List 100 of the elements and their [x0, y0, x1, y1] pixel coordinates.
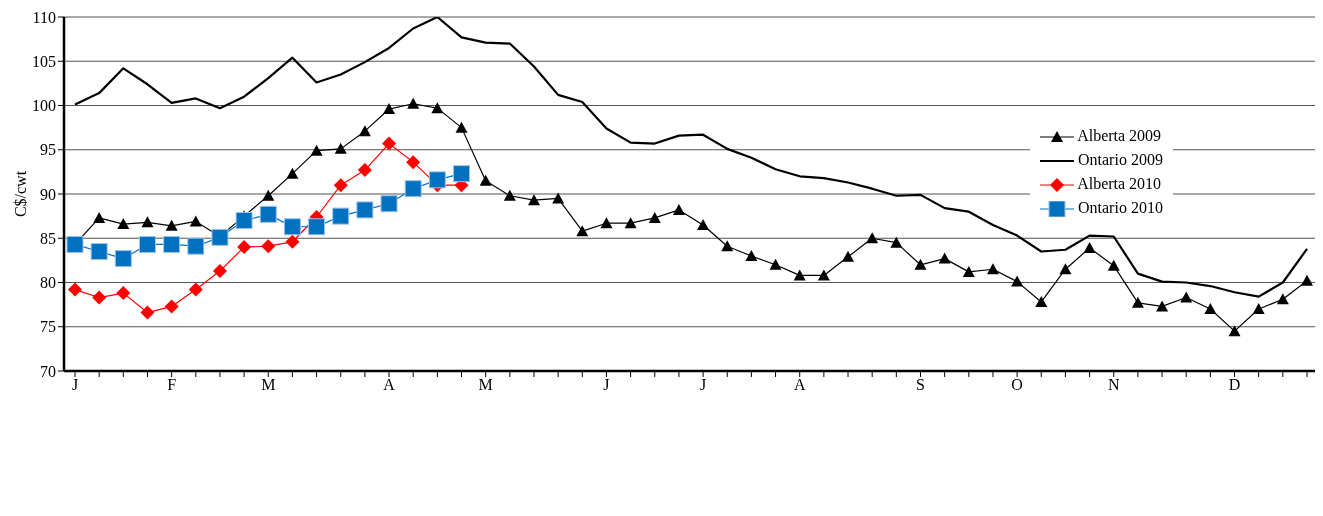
point [114, 250, 132, 268]
point [986, 263, 999, 275]
x-tick-label: J [71, 376, 79, 394]
point [187, 237, 205, 255]
x-tick-label: S [916, 376, 925, 394]
point [211, 228, 229, 246]
point [333, 178, 348, 193]
point [866, 232, 879, 244]
point [285, 234, 300, 249]
point [235, 212, 253, 230]
point [310, 144, 323, 156]
point [745, 249, 758, 261]
point [116, 286, 131, 301]
point [479, 174, 492, 186]
point [672, 203, 685, 215]
point [1059, 263, 1072, 275]
point [259, 205, 277, 223]
point [332, 207, 350, 225]
point [842, 250, 855, 262]
point [283, 218, 301, 236]
point [308, 218, 326, 236]
x-tick-label: D [1228, 376, 1241, 394]
point [404, 180, 422, 198]
point [817, 269, 830, 281]
point [890, 236, 903, 248]
point [261, 239, 276, 254]
point [503, 189, 516, 201]
point [140, 305, 155, 320]
point [237, 240, 252, 255]
x-tick-label: M [478, 376, 493, 394]
legend-label: Ontario 2010 [1078, 199, 1163, 216]
legend-label: Ontario 2009 [1078, 151, 1163, 168]
point [92, 290, 107, 305]
x-tick-label: A [383, 376, 396, 394]
point [165, 219, 178, 231]
point [1083, 241, 1096, 253]
point [428, 171, 446, 189]
point [914, 258, 927, 270]
point [1276, 293, 1289, 305]
point [1252, 303, 1265, 315]
point [962, 265, 975, 277]
point [382, 136, 397, 151]
point [356, 201, 374, 219]
point [552, 192, 565, 204]
point [721, 240, 734, 252]
point [68, 282, 82, 297]
legend-label: Alberta 2009 [1077, 127, 1162, 144]
x-tick-label: O [1011, 376, 1023, 394]
point [90, 243, 108, 261]
point [286, 167, 299, 179]
point [188, 282, 203, 297]
y-tick-label: 85 [40, 229, 56, 247]
point [358, 125, 371, 137]
point [117, 218, 130, 230]
point [212, 264, 227, 278]
y-tick-label: 90 [40, 185, 56, 203]
point [1011, 275, 1024, 287]
point [357, 163, 372, 178]
x-tick-label: F [167, 376, 177, 394]
point [163, 235, 181, 253]
point [1156, 300, 1169, 312]
y-tick-label: 100 [32, 97, 56, 115]
point [1035, 295, 1048, 307]
point [334, 142, 347, 154]
x-tick-label: J [603, 376, 610, 394]
x-tick-label: A [793, 376, 806, 394]
point [1228, 325, 1241, 337]
y-axis-title: C$/cwt [11, 170, 29, 218]
point [164, 299, 179, 314]
x-tick-label: M [261, 376, 276, 394]
point [1107, 259, 1120, 271]
point [383, 103, 396, 115]
point [793, 269, 806, 281]
point [141, 216, 154, 228]
x-tick-label: N [1107, 376, 1120, 394]
point [380, 195, 398, 213]
point [600, 217, 613, 229]
y-tick-label: 110 [32, 8, 56, 26]
point [1131, 296, 1144, 308]
y-tick-label: 70 [40, 362, 56, 380]
legend-label: Alberta 2010 [1077, 175, 1162, 192]
point [93, 211, 106, 223]
x-tick-label: J [699, 376, 707, 394]
point [453, 165, 471, 183]
point [406, 155, 421, 170]
y-tick-label: 105 [32, 52, 56, 70]
point [1204, 303, 1217, 315]
point [938, 252, 951, 264]
point [138, 235, 156, 253]
point [431, 102, 444, 114]
y-tick-label: 80 [40, 274, 56, 292]
point [648, 211, 661, 223]
point [189, 215, 202, 227]
point [527, 194, 540, 206]
y-tick-label: 95 [40, 141, 56, 159]
point [624, 217, 637, 229]
point [576, 225, 589, 237]
point [262, 189, 275, 201]
point [769, 258, 782, 270]
point [697, 218, 710, 230]
